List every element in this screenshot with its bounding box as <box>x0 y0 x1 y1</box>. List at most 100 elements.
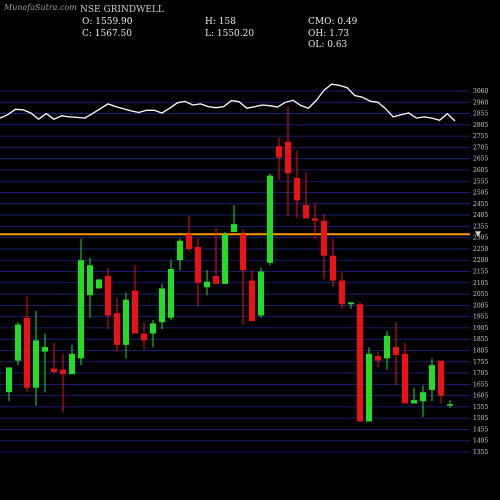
candle-body <box>51 368 57 372</box>
candle-body <box>141 333 147 341</box>
candle-body <box>33 340 39 388</box>
candle-body <box>60 369 66 375</box>
candle-body <box>105 276 111 316</box>
ol-label: OL: 0.63 <box>308 40 348 50</box>
candle <box>42 333 48 393</box>
candle-body <box>249 280 255 322</box>
y-tick-label: 2105 <box>473 280 488 287</box>
y-tick-label: 2055 <box>473 291 488 298</box>
candle <box>366 347 372 422</box>
level-marker-icon <box>475 231 481 238</box>
y-tick-labels: 3060 2960 2855 2805 2755 2705 2655 2605 2555 2505… <box>473 88 488 456</box>
candle-body <box>447 404 453 406</box>
candle <box>87 257 93 318</box>
close-label: C: 1567.50 <box>82 29 132 39</box>
candle <box>168 260 174 321</box>
y-tick-label: 1605 <box>473 393 488 400</box>
y-tick-label: 2555 <box>473 178 488 185</box>
candle <box>384 331 390 370</box>
candle <box>402 342 408 404</box>
candle <box>51 342 57 375</box>
y-tick-label: 2855 <box>473 111 488 118</box>
candle-body <box>321 220 327 256</box>
indicator-group <box>0 83 456 122</box>
candle-body <box>186 234 192 249</box>
candle <box>321 213 327 280</box>
candle-body <box>357 304 363 422</box>
candle <box>294 150 300 219</box>
candle <box>303 172 309 219</box>
candle <box>6 367 12 402</box>
candle <box>24 296 30 393</box>
candle <box>15 322 21 366</box>
y-tick-label: 2605 <box>473 167 488 174</box>
candle-body <box>366 353 372 422</box>
candle-body <box>438 360 444 396</box>
candle-body <box>159 288 165 323</box>
candle <box>159 283 165 330</box>
candle-body <box>330 255 336 281</box>
candle <box>411 387 417 404</box>
oh-label: OH: 1.73 <box>308 29 350 39</box>
candle-body <box>429 365 435 390</box>
candle <box>348 301 354 309</box>
candle-body <box>375 356 381 361</box>
candle <box>240 229 246 325</box>
y-tick-label: 1655 <box>473 381 488 388</box>
candle <box>186 216 192 252</box>
candle-body <box>420 392 426 402</box>
y-tick-label: 2405 <box>473 212 488 219</box>
y-tick-label: 2200 <box>473 257 488 264</box>
candle-body <box>132 290 138 334</box>
y-tick-label: 2250 <box>473 246 488 253</box>
candle <box>438 360 444 404</box>
candle-body <box>276 146 282 158</box>
candle <box>150 320 156 348</box>
candle-body <box>96 279 102 289</box>
candle <box>447 400 453 409</box>
high-label: H: 158 <box>205 17 236 27</box>
candle-body <box>402 353 408 404</box>
candle-body <box>78 260 84 359</box>
y-tick-label: 1555 <box>473 404 488 411</box>
candle <box>132 265 138 334</box>
candle <box>78 238 84 366</box>
candle-body <box>204 281 210 288</box>
candle-body <box>411 400 417 404</box>
gridlines <box>0 90 470 453</box>
candle <box>339 272 345 309</box>
candle-body <box>87 265 93 296</box>
candle-body <box>15 324 21 361</box>
candle-body <box>393 347 399 355</box>
candle-body <box>312 218 318 221</box>
low-label: L: 1550.20 <box>205 29 255 39</box>
candle-body <box>240 234 246 271</box>
candle-body <box>195 246 201 283</box>
candle-body <box>339 280 345 305</box>
y-tick-label: 1405 <box>473 438 488 445</box>
candle <box>114 297 120 352</box>
y-tick-label: 2655 <box>473 156 488 163</box>
candle <box>330 238 336 287</box>
y-tick-label: 2455 <box>473 201 488 208</box>
candle-body <box>285 141 291 174</box>
candle <box>420 385 426 418</box>
y-tick-label: 1505 <box>473 415 488 422</box>
candle <box>96 279 102 289</box>
candle-body <box>42 347 48 352</box>
candle <box>357 301 363 422</box>
candle <box>231 204 237 233</box>
candle-body <box>222 234 228 284</box>
candle-body <box>69 353 75 375</box>
candle <box>69 344 75 375</box>
candle <box>204 270 210 296</box>
y-tick-label: 1805 <box>473 347 488 354</box>
y-tick-label: 2355 <box>473 223 488 230</box>
candle <box>375 351 381 368</box>
watermark: MunafaSutra.com <box>4 3 77 12</box>
candle-body <box>294 177 300 201</box>
candle-body <box>177 240 183 261</box>
symbol-label: NSE GRINDWELL <box>80 5 164 15</box>
horizontal-line-group <box>0 231 481 238</box>
y-tick-label: 1905 <box>473 325 488 332</box>
